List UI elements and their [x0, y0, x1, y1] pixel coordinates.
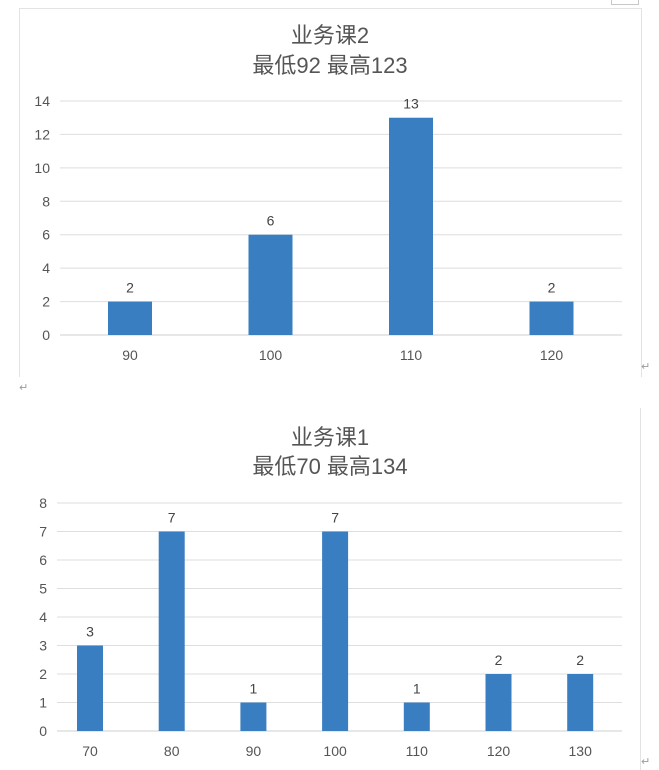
- y-tick-label: 7: [39, 524, 47, 540]
- bar: [322, 531, 349, 731]
- data-label: 13: [403, 96, 419, 112]
- chart-1-title: 业务课2: [291, 23, 369, 48]
- y-tick-label: 0: [39, 723, 47, 739]
- data-label: 7: [168, 510, 176, 526]
- paragraph-mark: ↵: [641, 756, 651, 768]
- x-tick-label: 80: [164, 743, 180, 759]
- y-tick-label: 1: [39, 695, 47, 711]
- y-tick-label: 5: [39, 581, 47, 597]
- data-label: 2: [548, 280, 556, 296]
- bar: [567, 674, 594, 731]
- x-tick-label: 100: [323, 743, 347, 759]
- bar: [389, 117, 433, 335]
- data-label: 6: [267, 213, 275, 229]
- y-tick-label: 2: [39, 666, 47, 682]
- data-label: 2: [495, 652, 503, 668]
- bar: [485, 674, 512, 731]
- data-label: 2: [576, 652, 584, 668]
- x-tick-label: 100: [259, 347, 283, 363]
- chart-1-subtitle: 最低92 最高123: [252, 53, 407, 78]
- bar: [77, 645, 103, 731]
- chart-2-frame[interactable]: [640, 408, 641, 770]
- y-tick-label: 0: [42, 327, 50, 343]
- y-tick-label: 14: [34, 93, 50, 109]
- x-tick-label: 110: [400, 347, 423, 363]
- data-label: 1: [413, 681, 421, 697]
- x-tick-label: 130: [569, 743, 593, 759]
- bar: [403, 702, 430, 731]
- y-tick-label: 8: [42, 193, 50, 209]
- chart-2-subtitle: 最低70 最高134: [252, 454, 407, 479]
- data-label: 7: [331, 510, 339, 526]
- y-tick-label: 8: [39, 495, 47, 511]
- x-tick-label: 110: [406, 743, 429, 759]
- paragraph-mark: ↵: [641, 361, 651, 373]
- x-tick-label: 120: [487, 743, 511, 759]
- bar: [158, 531, 185, 731]
- x-tick-label: 90: [122, 347, 138, 363]
- bar: [108, 301, 152, 335]
- x-tick-label: 70: [82, 743, 98, 759]
- chart-2-title: 业务课1: [291, 425, 369, 450]
- bar: [240, 702, 267, 731]
- x-tick-label: 120: [540, 347, 564, 363]
- y-tick-label: 2: [42, 294, 50, 310]
- y-tick-label: 4: [39, 609, 47, 625]
- data-label: 2: [126, 280, 134, 296]
- y-tick-label: 12: [34, 126, 50, 142]
- y-tick-label: 4: [42, 260, 50, 276]
- data-label: 3: [86, 624, 94, 640]
- paragraph-mark: ↵: [19, 382, 29, 394]
- data-label: 1: [250, 681, 258, 697]
- y-tick-label: 6: [42, 227, 50, 243]
- chart-1-frame[interactable]: [19, 8, 642, 377]
- y-tick-label: 10: [34, 160, 50, 176]
- bar: [248, 234, 293, 335]
- y-tick-label: 6: [39, 552, 47, 568]
- y-tick-label: 3: [39, 638, 47, 654]
- x-tick-label: 90: [246, 743, 262, 759]
- page-corner-mark: [611, 0, 639, 5]
- bar: [529, 301, 574, 335]
